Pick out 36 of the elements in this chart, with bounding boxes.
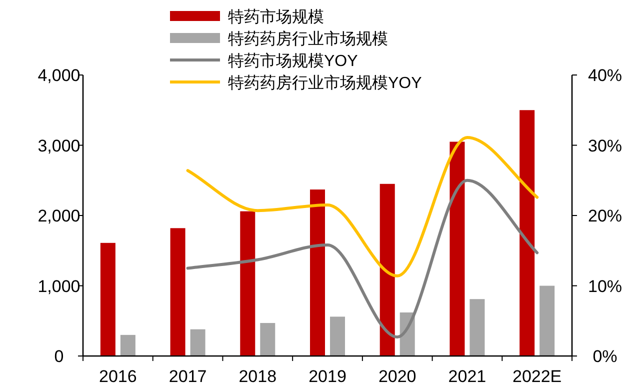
legend-label: 特药市场规模YOY — [228, 52, 358, 70]
legend-label: 特药药房行业市场规模YOY — [228, 74, 422, 92]
bar — [540, 286, 555, 356]
x-tick-label: 2016 — [99, 367, 137, 386]
y2-tick-label: 40% — [588, 66, 622, 85]
bar — [190, 329, 206, 356]
bar — [520, 110, 535, 356]
y2-tick-label: 30% — [588, 136, 622, 156]
legend-label: 特药药房行业市场规模 — [228, 30, 388, 48]
y-tick-label: 2,000 — [38, 206, 80, 226]
line-series — [186, 136, 539, 278]
y2-tick-label: 0% — [592, 347, 618, 366]
bar — [330, 316, 345, 356]
line-series — [186, 178, 539, 339]
y-tick-label: 1,000 — [38, 276, 80, 296]
x-tick-label: 2021 — [448, 367, 486, 386]
y-tick-label: 4,000 — [38, 66, 80, 85]
y2-tick-label: 10% — [588, 276, 622, 296]
bar — [450, 142, 465, 356]
bar — [470, 299, 485, 356]
legend-label: 特药市场规模 — [228, 8, 324, 26]
x-tick-label: 2019 — [308, 367, 346, 386]
y-tick-label: 0 — [54, 347, 64, 366]
bar — [310, 190, 325, 356]
x-tick-label: 2018 — [238, 367, 277, 386]
y2-tick-label: 20% — [588, 206, 622, 226]
x-tick-label: 2020 — [378, 367, 416, 386]
x-tick-label: 2017 — [168, 367, 207, 386]
y-tick-label: 3,000 — [38, 136, 80, 156]
bar — [380, 184, 395, 356]
bar — [260, 322, 276, 356]
bar — [120, 334, 136, 356]
x-tick-label: 2022E — [512, 367, 562, 386]
bar — [170, 228, 186, 356]
bar — [100, 242, 116, 356]
bar — [240, 211, 256, 356]
